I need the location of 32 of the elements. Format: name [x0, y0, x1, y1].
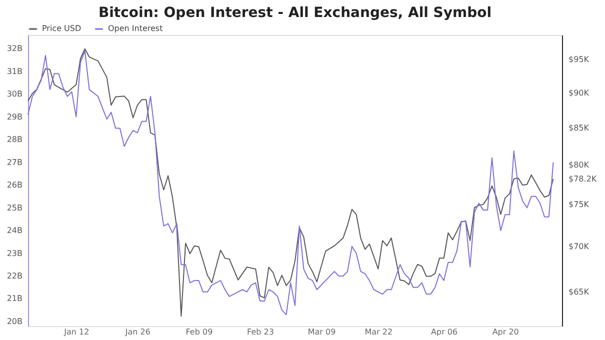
x-tick-label: Jan 26 — [124, 328, 150, 336]
y2-tick-label: $78.2K — [568, 174, 598, 184]
y-tick-label: 22B — [6, 271, 22, 280]
y-tick-label: 32B — [6, 44, 22, 54]
x-tick-label: Mar 22 — [364, 328, 393, 336]
y-tick-label: 23B — [6, 248, 22, 258]
text: Price USD — [42, 24, 82, 33]
legend-label: Open Interest — [108, 24, 163, 33]
y2-tick-label: $95K — [568, 55, 590, 64]
chart-title: Bitcoin: Open Interest - All Exchanges, All Symbol — [98, 5, 492, 21]
y-tick-label: 26B — [6, 180, 22, 190]
y-tick-label: 20B — [6, 316, 22, 326]
x-tick-label: Mar 09 — [308, 328, 336, 336]
x-tick-label: Jan 12 — [63, 328, 90, 336]
x-tick-label: Feb 09 — [186, 328, 213, 336]
y-tick-label: 31B — [6, 66, 22, 76]
y2-tick-label: $75K — [568, 200, 590, 209]
y-tick-label: 29B — [6, 112, 22, 122]
y2-tick-label: $80K — [568, 160, 590, 170]
x-tick-label: Feb 23 — [247, 328, 274, 336]
x-tick-label: Apr 20 — [492, 328, 519, 336]
y-tick-label: 30B — [6, 90, 22, 99]
y-tick-label: 24B — [6, 226, 22, 236]
x-tick-label: Apr 06 — [431, 328, 458, 336]
y-tick-label: 27B — [6, 158, 22, 167]
y2-tick-label: $90K — [568, 88, 590, 98]
y-tick-label: 21B — [6, 294, 22, 304]
y2-tick-label: $65K — [568, 288, 590, 297]
y-tick-label: 28B — [6, 135, 22, 144]
y-tick-label: 25B — [6, 203, 22, 212]
y2-tick-label: $85K — [568, 123, 590, 132]
y2-tick-label: $70K — [568, 242, 590, 252]
